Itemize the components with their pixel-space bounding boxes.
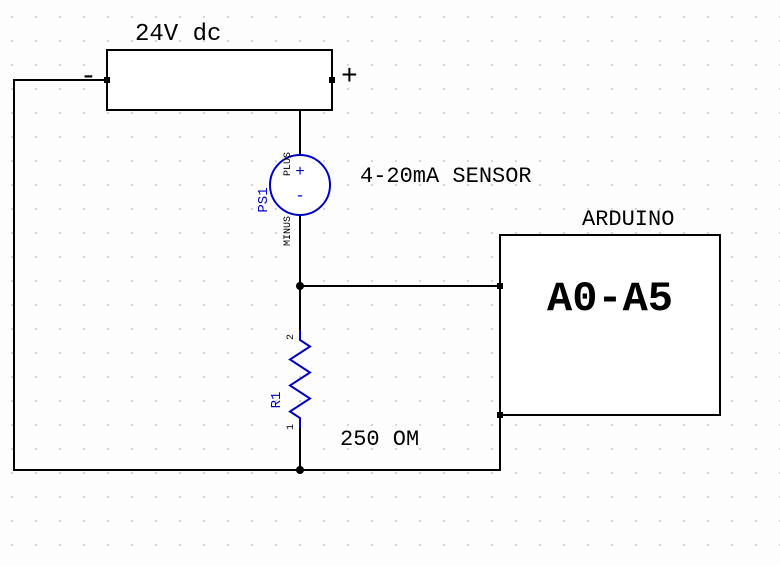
wire-node: [296, 466, 304, 474]
psu-minus: -: [80, 62, 97, 93]
sensor-minus-symbol: -: [295, 187, 305, 205]
resistor-ref: R1: [269, 392, 285, 409]
sensor-minus-text: MINUS: [283, 216, 294, 246]
arduino-pins: A0-A5: [547, 275, 673, 323]
resistor-pin1: 1: [286, 424, 297, 430]
resistor-pin2: 2: [286, 334, 297, 340]
sensor-plus-text: PLUS: [283, 152, 294, 176]
sensor-label: 4-20mA SENSOR: [360, 164, 532, 189]
arduino-box: [500, 235, 720, 415]
arduino-title: ARDUINO: [582, 207, 674, 232]
psu-plus: +: [341, 62, 358, 93]
sensor-ref: PS1: [256, 187, 272, 212]
psu-title: 24V dc: [135, 21, 221, 48]
wire-node: [296, 282, 304, 290]
resistor-value: 250 OM: [340, 427, 419, 452]
sensor-plus-symbol: +: [295, 163, 305, 181]
